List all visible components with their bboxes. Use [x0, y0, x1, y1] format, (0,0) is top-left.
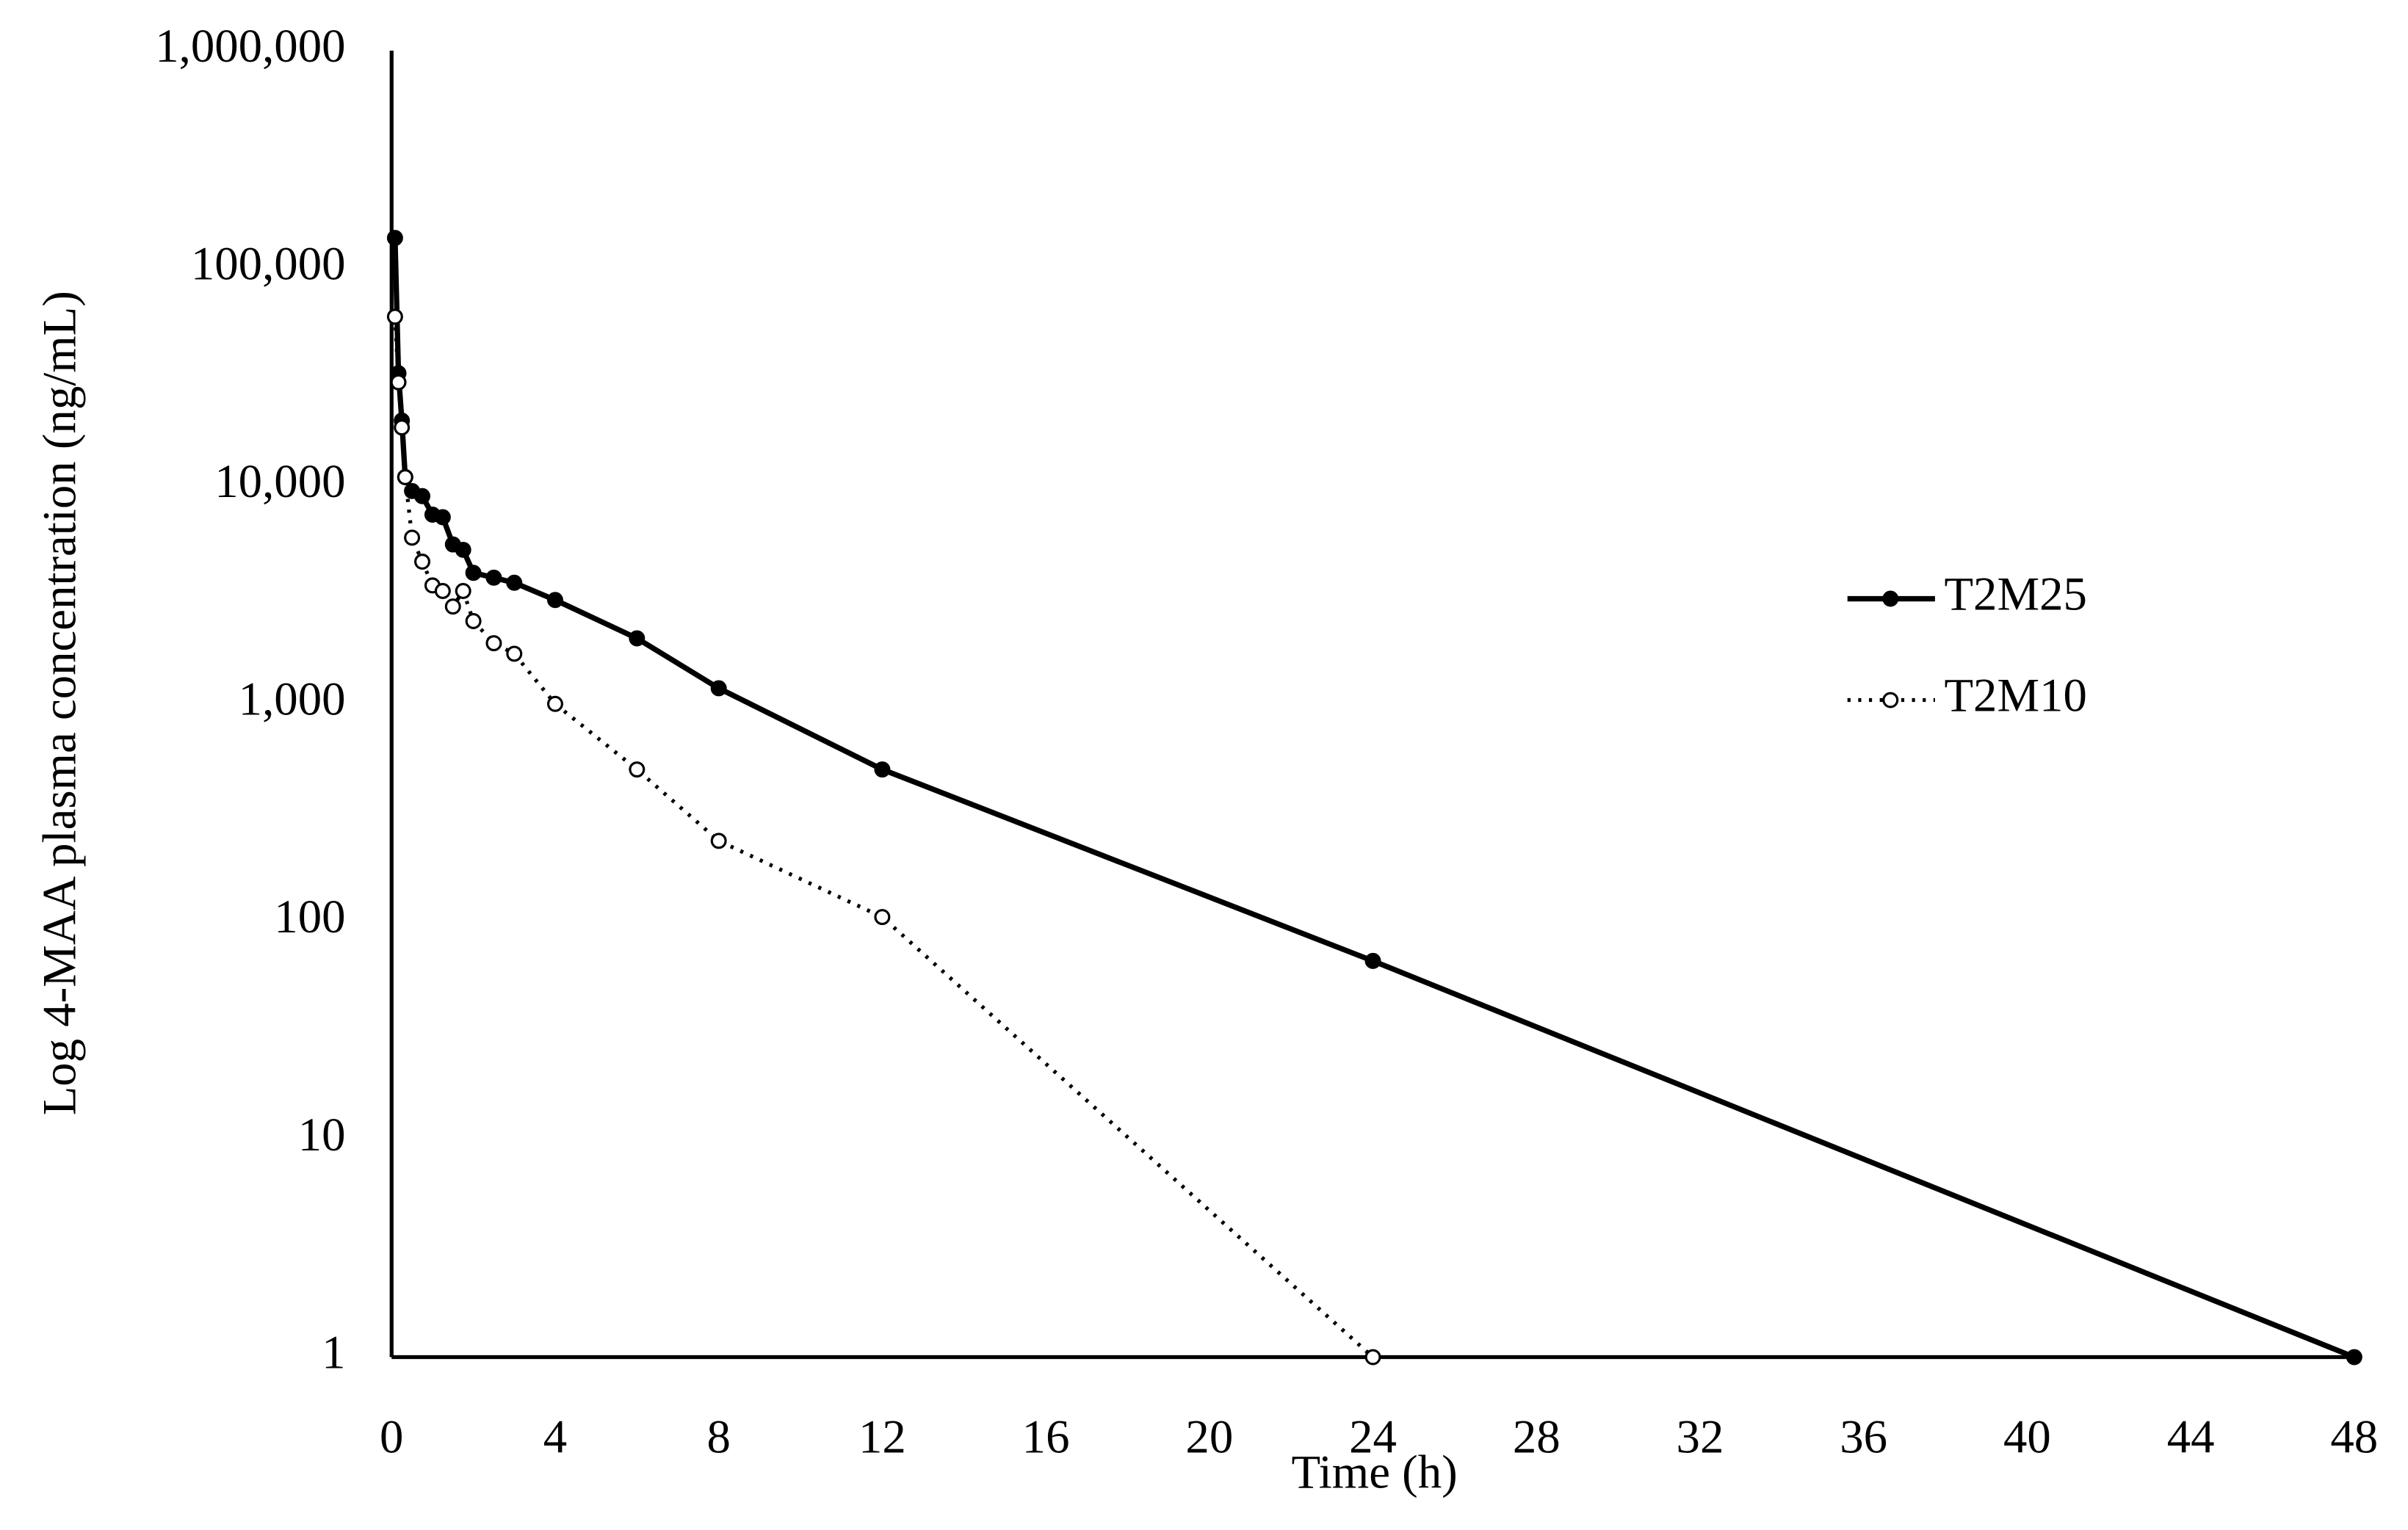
- data-point: [455, 541, 471, 558]
- legend-marker: [1882, 590, 1899, 607]
- y-tick-label: 10,000: [214, 455, 345, 508]
- x-tick-label: 44: [2167, 1410, 2215, 1463]
- series-line: [393, 316, 1375, 1359]
- data-point: [1364, 952, 1381, 969]
- data-point: [506, 574, 523, 591]
- x-tick-label: 4: [543, 1410, 567, 1463]
- y-tick-label: 1,000: [239, 673, 346, 726]
- data-point: [465, 565, 482, 581]
- data-point: [506, 645, 523, 662]
- legend-label: T2M25: [1944, 568, 2086, 620]
- data-point: [546, 592, 563, 609]
- data-point: [386, 308, 403, 325]
- data-point: [397, 468, 413, 485]
- x-tick-label: 36: [1840, 1410, 1887, 1463]
- data-point: [444, 598, 461, 615]
- data-point: [546, 695, 563, 712]
- data-point: [386, 230, 403, 247]
- data-point: [629, 630, 646, 647]
- x-tick-label: 48: [2330, 1410, 2378, 1463]
- data-point: [1364, 1349, 1381, 1366]
- y-tick-label: 1,000,000: [155, 20, 345, 73]
- x-tick-label: 28: [1513, 1410, 1561, 1463]
- data-point: [485, 635, 502, 652]
- legend-marker: [1882, 692, 1899, 708]
- data-point: [485, 569, 502, 586]
- data-point: [874, 761, 891, 778]
- x-tick-label: 8: [706, 1410, 730, 1463]
- data-point: [414, 487, 430, 504]
- data-point: [390, 374, 407, 391]
- data-point: [2346, 1349, 2362, 1366]
- data-point: [455, 583, 471, 599]
- x-tick-label: 40: [2003, 1410, 2051, 1463]
- data-point: [710, 680, 727, 697]
- y-tick-label: 100,000: [191, 237, 346, 290]
- x-tick-label: 20: [1185, 1410, 1233, 1463]
- y-tick-label: 1: [322, 1326, 345, 1379]
- series-line: [392, 238, 2356, 1360]
- data-point: [465, 613, 482, 629]
- x-tick-label: 16: [1022, 1410, 1070, 1463]
- data-point: [434, 509, 451, 526]
- data-point: [874, 909, 891, 926]
- data-point: [434, 583, 451, 599]
- x-tick-label: 12: [858, 1410, 906, 1463]
- x-tick-label: 0: [380, 1410, 403, 1463]
- data-point: [414, 554, 430, 570]
- x-tick-label: 32: [1677, 1410, 1724, 1463]
- legend-label: T2M10: [1944, 669, 2086, 722]
- data-point: [629, 761, 646, 778]
- y-tick-label: 10: [298, 1109, 346, 1161]
- data-point: [710, 833, 727, 849]
- x-axis-title: Time (h): [1291, 1446, 1457, 1499]
- y-axis-title: Log 4-MAA plasma concentration (ng/mL): [34, 291, 87, 1115]
- x-tick-label: 24: [1349, 1410, 1397, 1463]
- y-tick-label: 100: [274, 891, 345, 943]
- data-point: [394, 419, 411, 436]
- data-point: [404, 529, 421, 546]
